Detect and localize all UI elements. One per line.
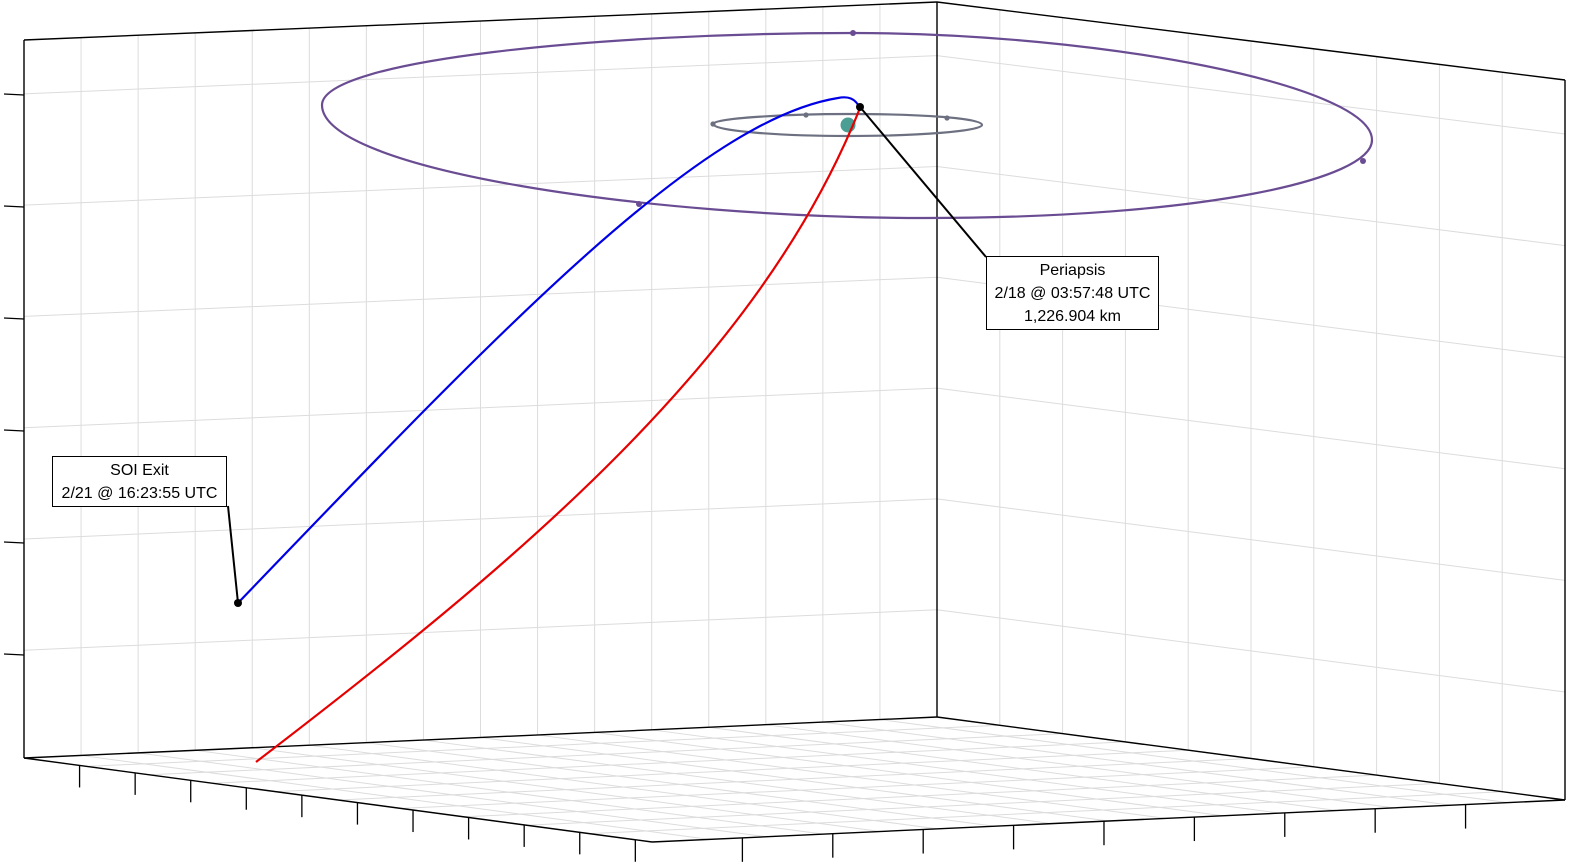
grid-line	[589, 791, 1503, 835]
soi-exit-leader-line	[227, 505, 239, 604]
grid-line	[275, 749, 1189, 793]
grid-line	[23, 276, 938, 317]
outer-moon-orbit	[320, 31, 1374, 220]
z-axis-tick	[3, 653, 25, 656]
outer-moon-marker	[1360, 158, 1366, 164]
moon-position-markers	[636, 30, 1366, 207]
axis-edge	[936, 1, 1566, 81]
outer-moon-marker	[636, 201, 642, 207]
z-axis-tick	[3, 429, 25, 432]
grid-line	[936, 387, 1566, 470]
z-axis-tick	[3, 93, 25, 96]
grid-line	[936, 498, 1566, 581]
grid-line	[23, 387, 938, 429]
soi-exit-callout: SOI Exit 2/21 @ 16:23:55 UTC	[52, 456, 227, 507]
grid-line	[400, 766, 1314, 809]
periapsis-marker	[856, 103, 864, 111]
periapsis-label: Periapsis	[1039, 262, 1106, 279]
grid-line	[337, 758, 1252, 801]
grid-line	[23, 165, 938, 206]
grid-line	[463, 774, 1377, 818]
axis-edge	[936, 716, 1566, 801]
soi-exit-time: 2/21 @ 16:23:55 UTC	[61, 485, 218, 502]
z-axis-tick	[3, 317, 25, 320]
axis-edge	[23, 716, 938, 759]
grid-line	[936, 165, 1566, 247]
inner-moon-orbit	[711, 112, 984, 138]
axis-edge	[23, 757, 653, 843]
grid-line	[212, 741, 1126, 784]
periapsis-altitude: 1,226.904 km	[1024, 308, 1121, 325]
grid-line	[936, 55, 1566, 135]
axis-edge	[23, 1, 938, 41]
inner-moon-marker	[944, 115, 950, 121]
periapsis-leader-line	[859, 106, 987, 258]
grid-line	[936, 609, 1566, 693]
grid-line	[526, 782, 1440, 826]
z-axis-tick	[3, 541, 25, 544]
grid-lines	[23, 4, 1566, 840]
axis-ticks	[3, 93, 1467, 862]
outbound-trajectory	[237, 96, 861, 604]
periapsis-time: 2/18 @ 03:57:48 UTC	[994, 285, 1151, 302]
periapsis-callout: Periapsis 2/18 @ 03:57:48 UTC 1,226.904 …	[986, 256, 1159, 330]
soi-exit-label: SOI Exit	[110, 462, 169, 479]
grid-line	[23, 498, 938, 540]
grid-line	[86, 724, 1000, 767]
grid-line	[23, 609, 938, 651]
inner-moon-marker	[803, 112, 809, 118]
inner-moon-marker	[710, 121, 716, 127]
grid-line	[149, 733, 1063, 776]
soi-exit-marker	[234, 599, 242, 607]
axes-box	[23, 1, 1566, 843]
outer-moon-marker	[850, 30, 856, 36]
z-axis-tick	[3, 205, 25, 208]
inbound-trajectory	[255, 107, 862, 763]
grid-line	[23, 55, 938, 95]
axis-edge	[651, 799, 1566, 843]
